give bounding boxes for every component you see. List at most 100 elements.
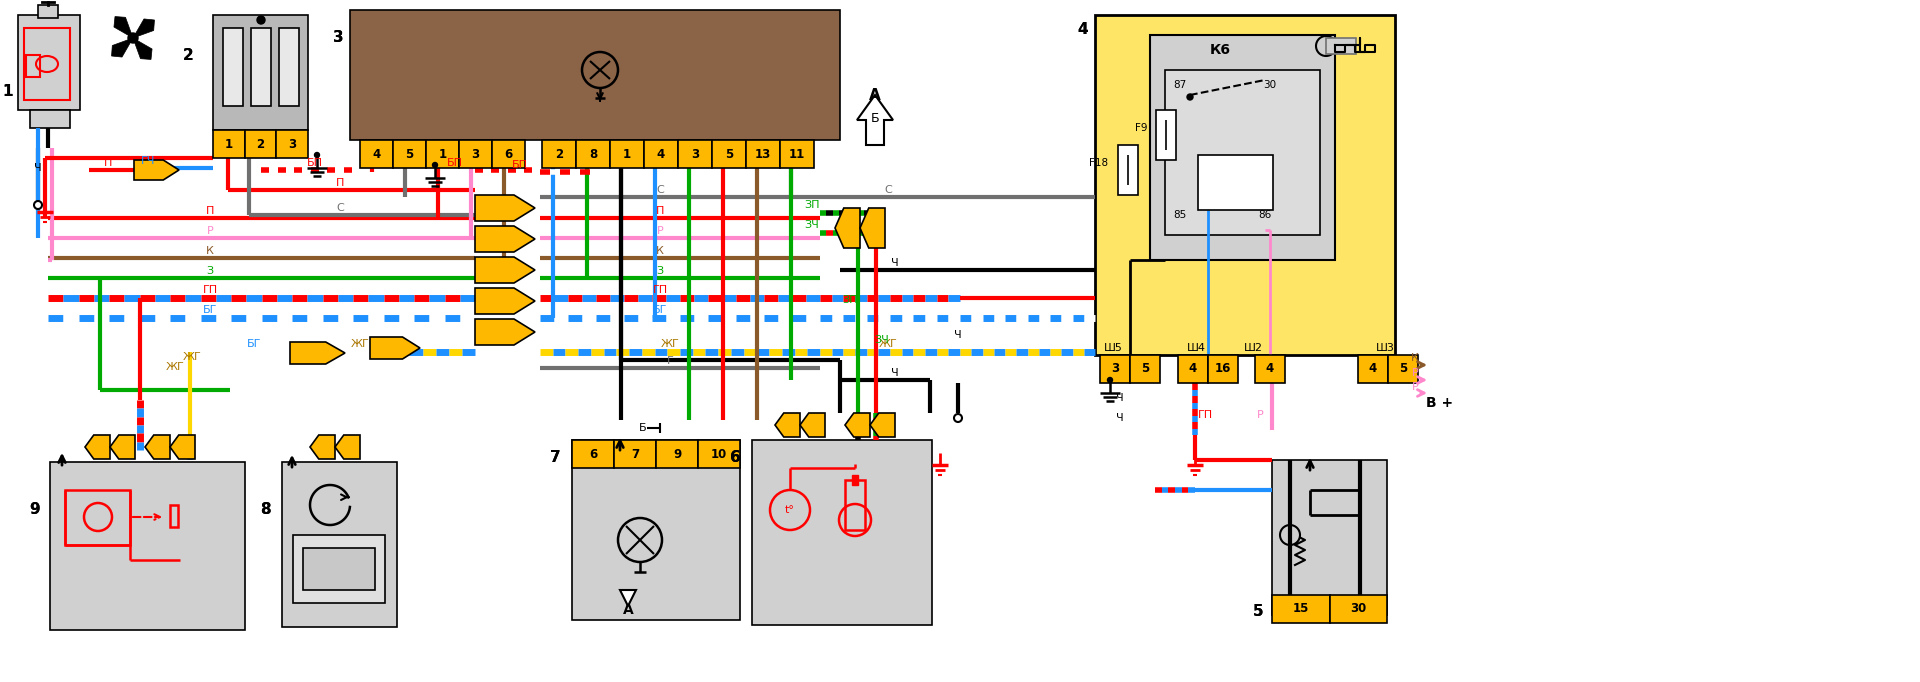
Text: К: К [657, 246, 664, 256]
Polygon shape [860, 208, 885, 248]
Text: 1: 1 [2, 85, 13, 100]
Text: П: П [657, 206, 664, 216]
Text: ГП: ГП [1198, 410, 1213, 420]
Polygon shape [474, 288, 536, 314]
Text: Б: Б [870, 111, 879, 125]
Text: Р: Р [1256, 410, 1263, 420]
Text: 8: 8 [259, 503, 271, 518]
Bar [294, 535, 386, 603]
Text: З: З [657, 266, 664, 276]
Polygon shape [132, 19, 154, 38]
Text: Ч: Ч [1116, 413, 1123, 423]
Text: ЖГ: ЖГ [660, 339, 680, 349]
Text: Ш4: Ш4 [1187, 343, 1206, 353]
Text: ГЧ: ГЧ [140, 156, 156, 166]
Bar [361, 140, 394, 168]
Circle shape [1187, 94, 1192, 100]
Bar [780, 140, 814, 168]
Polygon shape [309, 435, 334, 459]
Bar [699, 440, 739, 468]
Text: 8: 8 [259, 503, 271, 518]
Polygon shape [856, 95, 893, 145]
Circle shape [1315, 36, 1336, 56]
Text: 4: 4 [1188, 363, 1198, 376]
Text: 5: 5 [1252, 604, 1263, 619]
Text: 4: 4 [657, 147, 664, 160]
Text: 9: 9 [29, 503, 40, 518]
Text: 6: 6 [730, 451, 741, 466]
Text: Ч: Ч [891, 368, 899, 378]
Text: БП: БП [307, 158, 323, 168]
Text: П: П [104, 158, 111, 168]
Text: 7: 7 [632, 447, 639, 460]
Bar [1388, 355, 1419, 383]
Polygon shape [870, 413, 895, 437]
Circle shape [35, 201, 42, 209]
Bar [252, 28, 271, 106]
Text: П: П [205, 206, 215, 216]
Text: 11: 11 [789, 147, 804, 160]
Text: С: С [336, 203, 344, 213]
Circle shape [129, 33, 138, 43]
Bar [276, 130, 307, 158]
Text: БГ: БГ [653, 305, 666, 315]
Polygon shape [620, 590, 636, 606]
Bar [1198, 155, 1273, 210]
Text: Ш2: Ш2 [1244, 343, 1263, 353]
Text: ЗП: ЗП [804, 200, 820, 210]
Text: 5: 5 [405, 147, 413, 160]
Text: К6: К6 [1210, 43, 1231, 57]
Bar [17, 15, 81, 110]
Bar [492, 140, 524, 168]
Text: Ч: Ч [1116, 393, 1123, 403]
Text: 6: 6 [730, 451, 741, 466]
Polygon shape [334, 435, 361, 459]
Polygon shape [835, 208, 860, 248]
Circle shape [432, 162, 438, 168]
Text: 2: 2 [555, 147, 563, 160]
Polygon shape [845, 413, 870, 437]
Text: Р: Р [1411, 368, 1419, 378]
Bar [394, 140, 426, 168]
Text: 5: 5 [1400, 363, 1407, 376]
Bar [657, 440, 699, 468]
Bar [845, 480, 866, 530]
Circle shape [315, 153, 319, 158]
Circle shape [1281, 525, 1300, 545]
Text: 5: 5 [726, 147, 733, 160]
Bar [171, 505, 179, 527]
Text: 2: 2 [257, 138, 265, 151]
Bar [213, 130, 244, 158]
Text: А: А [622, 603, 634, 617]
Bar [1094, 15, 1396, 355]
Text: ЖГ: ЖГ [182, 352, 202, 362]
Text: 7: 7 [549, 451, 561, 466]
Bar [576, 140, 611, 168]
Text: З: З [207, 266, 213, 276]
Bar [278, 28, 300, 106]
Text: ЖГ: ЖГ [165, 362, 184, 372]
Text: 9: 9 [672, 447, 682, 460]
Text: Р: Р [207, 226, 213, 236]
Text: Ч: Ч [954, 330, 962, 340]
Text: 8: 8 [589, 147, 597, 160]
Text: В +: В + [1427, 396, 1453, 410]
Text: С: С [657, 185, 664, 195]
Text: 3: 3 [472, 147, 480, 160]
Polygon shape [146, 435, 171, 459]
Bar [459, 140, 492, 168]
Text: ГП: ГП [653, 285, 668, 295]
Bar [244, 130, 276, 158]
Bar [1271, 460, 1386, 615]
Text: 2: 2 [182, 48, 194, 63]
Bar [572, 440, 739, 620]
Circle shape [257, 16, 265, 24]
Text: 1: 1 [225, 138, 232, 151]
Bar [349, 10, 841, 140]
Polygon shape [371, 337, 420, 359]
Text: 4: 4 [1265, 363, 1275, 376]
Text: F18: F18 [1089, 158, 1108, 168]
Text: 3: 3 [332, 31, 344, 46]
Bar [678, 140, 712, 168]
Text: ЖГ: ЖГ [351, 339, 369, 349]
